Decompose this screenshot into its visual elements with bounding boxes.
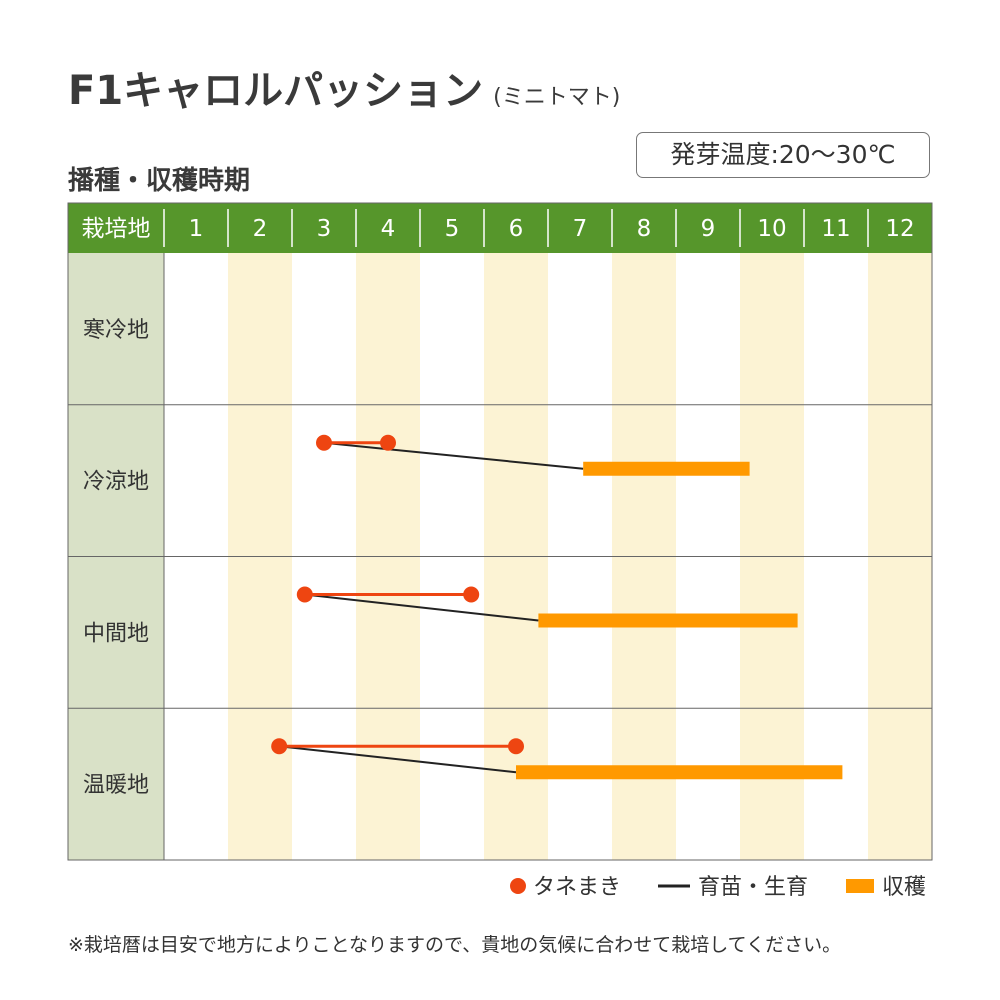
variety-type: (ミニトマト) [493,85,621,110]
month-tick-label: 7 [573,216,588,242]
sowing-start-point [271,738,288,755]
month-tick-label: 3 [317,216,332,242]
sowing-start-point [296,586,313,603]
sowing-end-point [463,586,480,603]
header-label: 栽培地 [82,216,151,242]
row-label: 温暖地 [83,773,149,798]
sowing-end-point [508,738,524,755]
month-tick-label: 1 [189,216,204,242]
month-tick-label: 6 [509,216,524,242]
month-tick-label: 12 [885,216,914,242]
month-tick-label: 10 [757,216,786,242]
header-band [68,203,932,253]
germination-temperature-badge: 発芽温度:20〜30℃ [636,132,930,178]
month-tick-label: 4 [381,216,396,242]
seedling-line [304,593,539,622]
harvest-bar [516,765,843,780]
row-label: 寒冷地 [83,318,149,343]
page-title: F1キャロルパッション (ミニトマト) [68,58,620,116]
legend-sowing-marker [510,878,526,894]
harvest-bar [538,613,798,628]
harvest-bar [583,461,750,476]
month-tick-label: 2 [253,216,268,242]
variety-name: F1キャロルパッション [68,68,484,114]
legend-seedling-label: 育苗・生育 [698,875,808,900]
sowing-end-point [380,434,396,451]
month-tick-label: 9 [701,216,716,242]
chart-legend: タネまき 育苗・生育 収穫 [510,875,926,900]
row-label: 冷涼地 [83,470,149,495]
row-label: 中間地 [83,621,149,646]
chart-subtitle: 播種・収穫時期 [68,166,251,196]
legend-harvest-label: 収穫 [882,875,926,900]
month-tick-label: 11 [821,216,850,242]
sowing-start-point [316,434,332,451]
legend-harvest-marker [846,879,874,893]
seedling-line [279,745,517,774]
legend-sowing-label: タネまき [533,875,621,900]
chart-header: 栽培地 1 2 3 4 5 6 7 8 9 10 11 12 [68,203,932,253]
chart-marks [271,434,843,780]
month-tick-label: 5 [445,216,460,242]
chart-frame [67,202,933,861]
footnote: ※栽培暦は目安で地方によりことなりますので、貴地の気候に合わせて栽培してください… [68,934,842,956]
month-tick-label: 8 [637,216,652,242]
seedling-line [323,441,584,470]
